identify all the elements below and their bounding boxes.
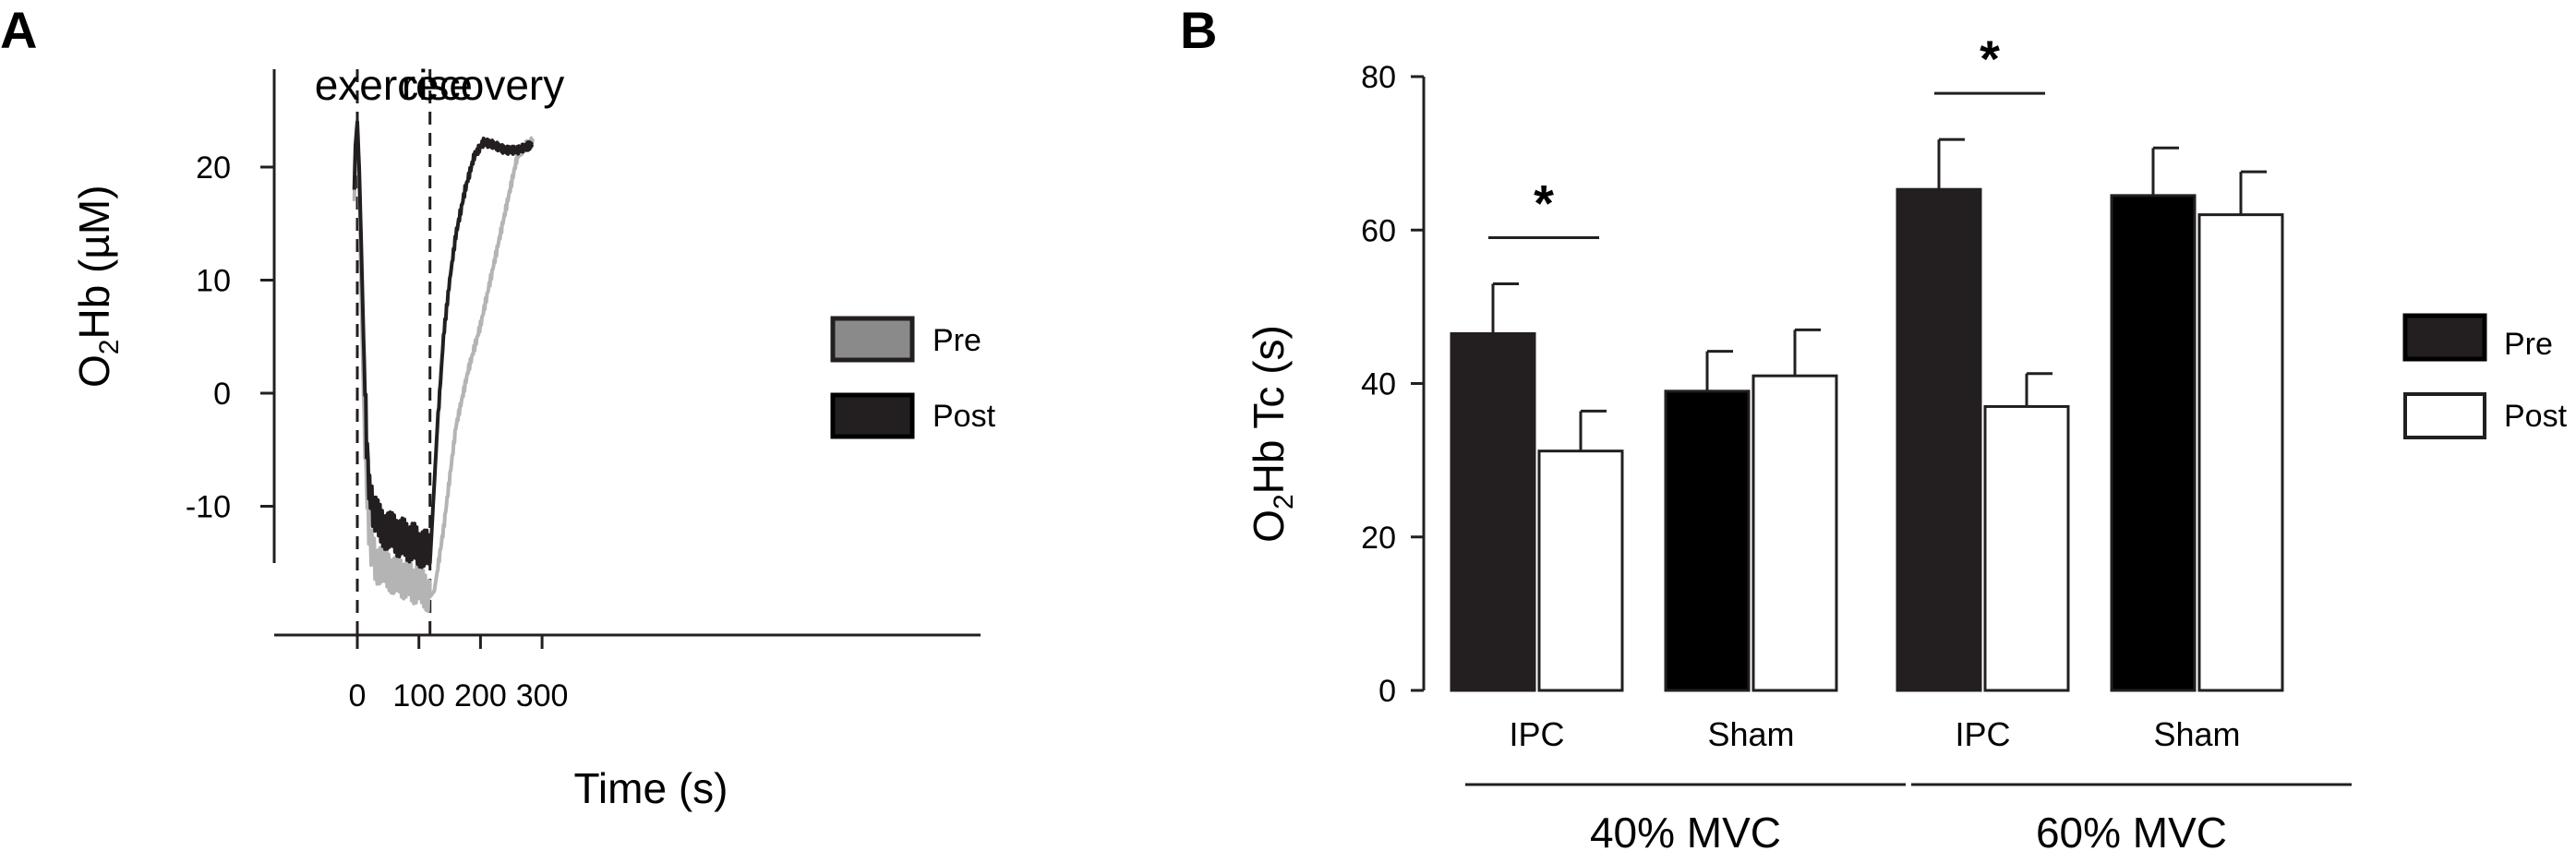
legend-swatch-post <box>830 392 915 439</box>
panel-b-letter: B <box>1180 1 1217 59</box>
legend-label-pre-b: Pre <box>2504 327 2553 362</box>
panel-b-y-ticks: 0 20 40 60 80 <box>1361 60 1424 709</box>
x-tick-label: 100 <box>392 678 445 713</box>
x-tick-label: 300 <box>516 678 569 713</box>
condition-label: IPC <box>1955 715 2010 753</box>
significance-star: * <box>1980 30 2000 88</box>
y-tick-label: 0 <box>213 377 231 412</box>
y-tick-label: 10 <box>196 264 231 299</box>
x-tick-label: 200 <box>454 678 507 713</box>
panel-a-xlabel: Time (s) <box>574 764 728 812</box>
bar-post <box>2197 213 2284 692</box>
bar-pre <box>1896 187 1982 692</box>
condition-label: IPC <box>1509 715 1564 753</box>
condition-label: Sham <box>1707 715 1794 753</box>
panel-b-category-labels: IPC Sham 40% MVC IPC Sham 60% MVC <box>1465 715 2352 857</box>
panel-a-x-ticks: 0 100 200 300 <box>349 635 569 713</box>
phase-label-recovery: recovery <box>402 61 564 109</box>
group-label: 60% MVC <box>2036 809 2227 857</box>
group-label: 40% MVC <box>1590 809 1781 857</box>
x-tick-label: 0 <box>349 678 367 713</box>
phase-label-exercise: exercise <box>315 61 473 109</box>
panel-a-ylabel: O2Hb (µM) <box>70 185 125 388</box>
y-tick-label: 20 <box>196 150 231 186</box>
bar-pre <box>2110 194 2197 692</box>
condition-label: Sham <box>2153 715 2240 753</box>
panel-b-ylabel: O2Hb Tc (s) <box>1245 325 1299 543</box>
y-tick-label: -10 <box>186 490 231 525</box>
y-tick-label: 40 <box>1361 367 1396 402</box>
panel-a-legend: Pre Post <box>830 316 996 439</box>
legend-label-post-b: Post <box>2504 399 2568 434</box>
y-tick-label: 80 <box>1361 60 1396 95</box>
legend-label-post: Post <box>933 399 996 434</box>
series-line-pre <box>352 131 536 614</box>
y-tick-label: 0 <box>1378 674 1396 709</box>
panel-a-y-ticks: 20 10 0 -10 <box>186 150 274 525</box>
series-line-post <box>352 120 535 569</box>
legend-swatch-pre-b <box>2402 313 2487 362</box>
legend-swatch-post-b <box>2403 392 2486 439</box>
legend-label-pre: Pre <box>933 323 981 358</box>
y-tick-label: 60 <box>1361 213 1396 248</box>
panel-b-bars: ** <box>1450 30 2284 692</box>
significance-star: * <box>1534 174 1554 232</box>
bar-pre <box>1450 331 1536 692</box>
panel-a-letter: A <box>0 1 37 59</box>
bar-post <box>1537 449 1624 692</box>
panel-b-legend: Pre Post <box>2402 313 2568 439</box>
bar-post <box>1983 404 2070 692</box>
y-tick-label: 20 <box>1361 521 1396 556</box>
bar-pre <box>1664 390 1751 692</box>
bar-post <box>1751 374 1838 692</box>
legend-swatch-pre <box>830 316 915 363</box>
